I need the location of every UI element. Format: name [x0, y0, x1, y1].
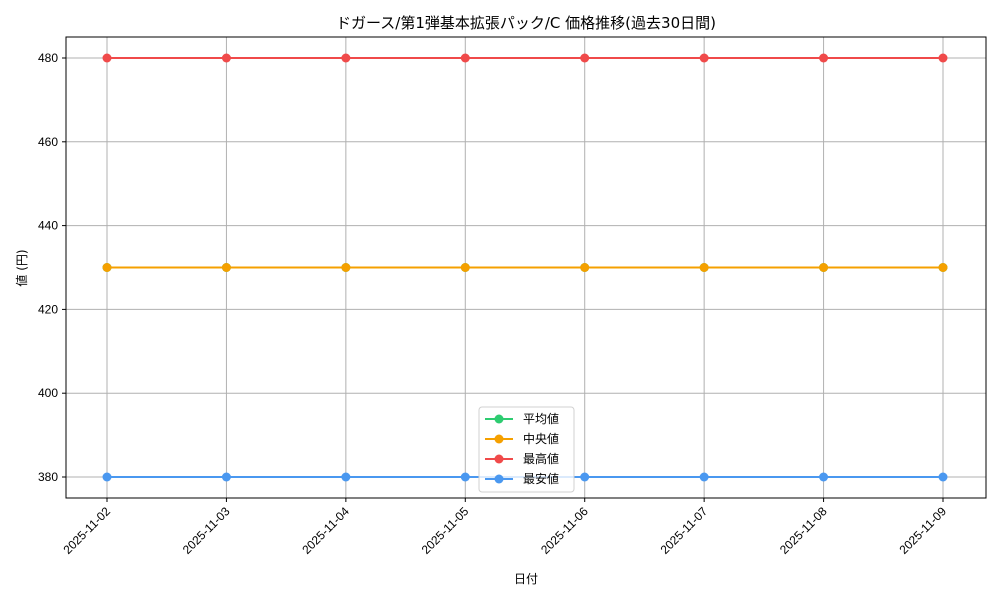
data-point — [460, 472, 470, 482]
data-point — [819, 472, 829, 482]
x-axis-label: 日付 — [514, 572, 538, 586]
x-tick-label: 2025-11-03 — [180, 504, 233, 557]
plot-frame — [65, 36, 987, 499]
legend-label: 中央値 — [523, 431, 559, 446]
legend-box — [478, 406, 575, 493]
x-tick-label: 2025-11-08 — [777, 504, 830, 557]
legend-label: 平均値 — [523, 411, 559, 426]
y-tick-label: 480 — [38, 51, 58, 65]
x-tick-label: 2025-11-05 — [419, 504, 472, 557]
x-tick-label: 2025-11-07 — [658, 504, 711, 557]
data-point — [221, 472, 231, 482]
data-point — [102, 472, 112, 482]
data-point — [699, 472, 709, 482]
legend-marker-icon — [494, 414, 504, 424]
data-point — [699, 263, 709, 272]
data-point — [819, 53, 829, 63]
y-tick-label: 420 — [38, 302, 58, 316]
data-point — [938, 53, 948, 63]
legend-marker-icon — [494, 454, 504, 464]
legend-item: 中央値 — [485, 431, 559, 446]
legend-item: 平均値 — [485, 411, 559, 426]
y-tick-label: 380 — [38, 470, 58, 484]
data-point — [819, 263, 829, 272]
legend-item: 最高値 — [485, 451, 559, 466]
data-point — [699, 53, 709, 63]
data-point — [938, 263, 948, 272]
data-point — [580, 472, 590, 482]
data-point — [102, 263, 112, 272]
legend-label: 最高値 — [523, 451, 559, 466]
data-point — [938, 472, 948, 482]
data-point — [341, 263, 351, 272]
legend-marker-icon — [494, 474, 504, 484]
y-tick-label: 460 — [38, 135, 58, 149]
data-point — [102, 53, 112, 63]
data-point — [341, 472, 351, 482]
data-point — [221, 263, 231, 272]
y-axis: 380 400 420 440 460 480 — [38, 51, 66, 484]
x-tick-label: 2025-11-06 — [538, 504, 591, 557]
x-axis: 2025-11-02 2025-11-03 2025-11-04 2025-11-05… — [60, 498, 949, 557]
series-中央値 — [102, 263, 948, 272]
x-tick-label: 2025-11-09 — [896, 504, 949, 557]
data-point — [580, 263, 590, 272]
series-最高値 — [102, 53, 948, 63]
data-point — [221, 53, 231, 63]
y-tick-label: 440 — [38, 219, 58, 233]
legend-marker-icon — [494, 434, 504, 444]
y-tick-label: 400 — [38, 386, 58, 400]
data-point — [580, 53, 590, 63]
data-point — [460, 263, 470, 272]
legend-item: 最安値 — [485, 471, 559, 486]
data-point — [460, 53, 470, 63]
legend-label: 最安値 — [523, 471, 559, 486]
x-tick-label: 2025-11-02 — [60, 504, 113, 557]
y-axis-label: 値 (円) — [14, 249, 29, 286]
data-point — [341, 53, 351, 63]
x-tick-label: 2025-11-04 — [299, 504, 352, 557]
chart-title: ドガース/第1弾基本拡張パック/C 価格推移(過去30日間) — [336, 14, 716, 32]
